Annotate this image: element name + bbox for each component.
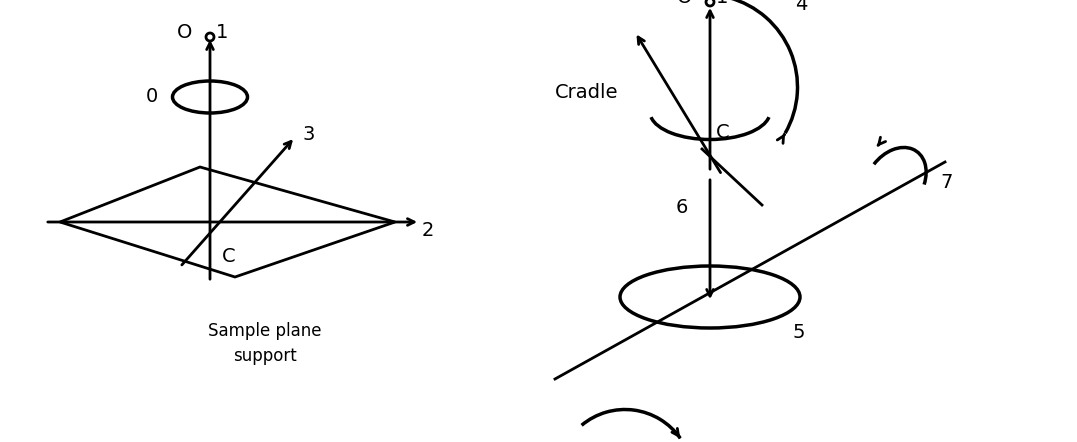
Text: C: C: [716, 122, 729, 141]
Text: 1: 1: [216, 23, 228, 42]
Text: 6: 6: [675, 198, 688, 217]
Text: O: O: [177, 23, 192, 42]
Text: O: O: [676, 0, 693, 7]
Text: 3: 3: [302, 125, 314, 144]
Text: Cradle: Cradle: [555, 83, 618, 102]
Text: 5: 5: [792, 323, 805, 342]
Text: 0: 0: [145, 88, 158, 107]
Text: 2: 2: [422, 221, 434, 240]
Text: 7: 7: [940, 172, 952, 191]
Text: 1: 1: [716, 0, 728, 7]
Text: 4: 4: [795, 0, 808, 15]
Text: C: C: [222, 248, 236, 267]
Text: Sample plane
support: Sample plane support: [208, 322, 322, 365]
